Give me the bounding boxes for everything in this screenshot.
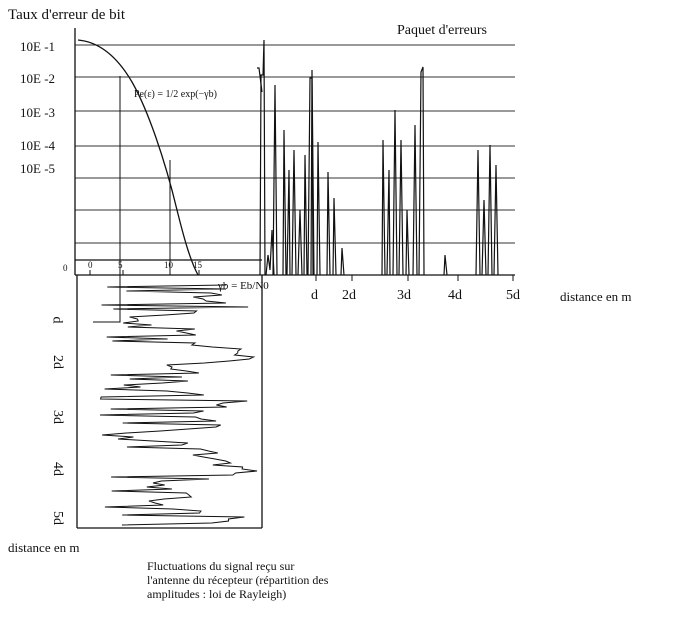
burst-spike [286,169,291,276]
snr-tick-label: 10 [164,260,173,270]
snr-symbol: γb = Eb/N0 [217,280,269,292]
burst-spike [405,209,410,276]
burst-spike [381,139,386,276]
burst-spike [282,129,287,276]
distance-tick-label: d [311,288,318,303]
burst-spike [303,154,308,276]
vertical-distance-tick: 4d [50,462,65,476]
vertical-distance-tick: 5d [50,511,65,525]
distance-tick-marks [315,275,514,281]
distance-tick-label: 5d [506,288,520,303]
ber-formula: Pe(ε) = 1/2 exp(−γb) [134,89,217,100]
ber-curve [77,39,199,276]
burst-spike [310,69,315,276]
caption-line: Fluctuations du signal reçu sur [147,559,295,573]
y-tick-label: 10E -4 [20,138,56,153]
burst-spike [326,171,331,276]
fading-signal-trace [99,284,258,526]
y-tick-label: 10E -1 [20,39,56,54]
burst-spike [265,229,275,276]
y-tick-label: 10E -5 [20,161,56,176]
caption-line: amplitudes : loi de Rayleigh) [147,587,287,601]
guide-lines [93,76,171,323]
burst-spike [272,84,278,276]
y-tick-label: 10E -2 [20,71,56,86]
burst-spike [291,149,297,276]
burst-spike [487,144,493,276]
snr-tick-label: 5 [118,260,123,270]
caption-line: l'antenne du récepteur (répartition des [147,573,329,587]
burst-spike [340,247,345,276]
vertical-distance-tick: d [49,316,65,324]
distance-tick-label: 2d [342,288,356,303]
distance-tick-label: 4d [448,288,462,303]
snr-tick-label: 0 [63,263,68,273]
burst-spike [332,197,337,276]
distance-tick-label: 3d [397,288,411,303]
error-burst-label: Paquet d'erreurs [397,23,487,38]
snr-tick-label: 0 [88,260,93,270]
burst-spike [392,109,398,276]
y-tick-label: 10E -3 [20,105,56,120]
snr-tick-label: 15 [193,260,202,270]
axes [74,28,515,529]
burst-spike [316,141,321,276]
burst-spike [257,67,263,93]
burst-spike [481,199,487,276]
vertical-distance-tick: 2d [50,355,65,369]
x-axis-label: distance en m [560,289,632,304]
snr-tick-marks [89,270,200,275]
error-burst-spikes [257,39,499,276]
burst-spike [398,139,404,276]
burst-spike [418,66,425,276]
y-distance-label: distance en m [8,540,80,555]
burst-spike [493,164,499,276]
burst-spike [259,39,266,276]
figure-caption: Fluctuations du signal reçu sur l'antenn… [147,559,377,601]
burst-spike [475,149,481,276]
burst-spike [412,124,418,276]
vertical-distance-tick: 3d [50,410,65,424]
chart-title: Taux d'erreur de bit [8,7,126,23]
guide-line [93,76,121,323]
burst-spike [297,209,303,276]
burst-spike [386,169,391,276]
burst-spike [443,254,448,276]
